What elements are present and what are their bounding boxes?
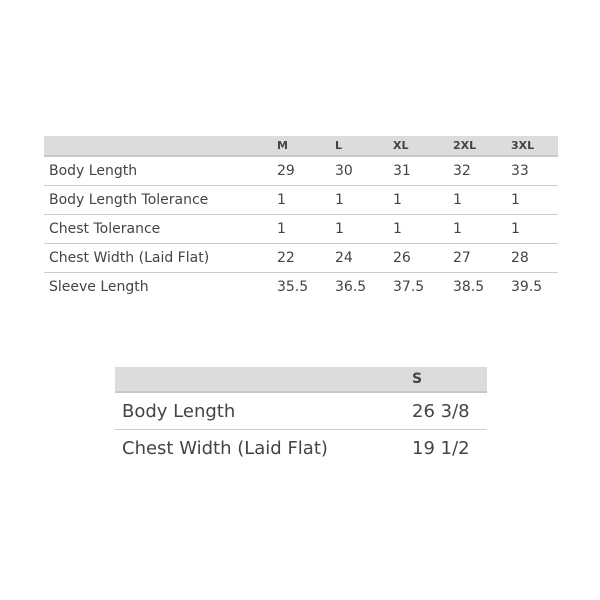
table-row: Body Length 29 30 31 32 33 (44, 156, 558, 186)
row-label: Chest Width (Laid Flat) (122, 437, 328, 459)
cell: 1 (335, 214, 393, 244)
header-cell: L (335, 136, 393, 157)
cell: 37.5 (393, 279, 425, 295)
cell: 26 (393, 243, 453, 273)
header-cell: S (412, 367, 487, 393)
cell: 1 (453, 214, 511, 244)
cell: 1 (453, 185, 511, 215)
cell: 26 3/8 (412, 392, 487, 430)
cell: 1 (511, 214, 558, 244)
table-header-row: S (115, 367, 487, 393)
cell: 35.5 (277, 279, 309, 295)
header-cell: XL (393, 136, 453, 157)
cell: 31 (393, 156, 453, 186)
row-label: Chest Width (Laid Flat) (44, 243, 277, 273)
row-label: Body Length (115, 392, 412, 430)
table-row: Sleeve Length 35.5 36.5 37.5 38.5 39.5 (44, 273, 558, 302)
size-chart-table-s: S Body Length 26 3/8 Chest Width (Laid F… (115, 367, 487, 466)
header-cell: M (277, 136, 335, 157)
table-row: Body Length Tolerance 1 1 1 1 1 (44, 185, 558, 215)
table-row: Chest Width (Laid Flat) 19 1/2 (115, 430, 487, 467)
cell: 32 (453, 156, 511, 186)
table-row: Chest Width (Laid Flat) 22 24 26 27 28 (44, 243, 558, 273)
row-label: Body Length Tolerance (44, 185, 277, 215)
row-label: Body Length (44, 156, 277, 186)
header-cell: 3XL (511, 136, 558, 157)
cell: 1 (393, 214, 453, 244)
size-chart-table-m-to-3xl: M L XL 2XL 3XL Body Length 29 30 31 32 3… (44, 136, 558, 301)
cell: 1 (393, 185, 453, 215)
cell: 33 (511, 156, 558, 186)
header-cell (44, 136, 277, 157)
cell: 39.5 (511, 279, 543, 295)
cell: 19 1/2 (412, 437, 470, 459)
cell: 27 (453, 243, 511, 273)
cell: 36.5 (335, 279, 367, 295)
cell: 29 (277, 156, 335, 186)
table-header-row: M L XL 2XL 3XL (44, 136, 558, 157)
cell: 1 (277, 185, 335, 215)
row-label: Chest Tolerance (44, 214, 277, 244)
header-cell (115, 367, 412, 393)
table-row: Chest Tolerance 1 1 1 1 1 (44, 214, 558, 244)
cell: 1 (277, 214, 335, 244)
cell: 38.5 (453, 279, 485, 295)
cell: 1 (335, 185, 393, 215)
cell: 24 (335, 243, 393, 273)
header-cell: 2XL (453, 136, 511, 157)
cell: 22 (277, 243, 335, 273)
cell: 30 (335, 156, 393, 186)
row-label: Sleeve Length (49, 279, 149, 295)
cell: 28 (511, 243, 558, 273)
table-row: Body Length 26 3/8 (115, 392, 487, 430)
cell: 1 (511, 185, 558, 215)
